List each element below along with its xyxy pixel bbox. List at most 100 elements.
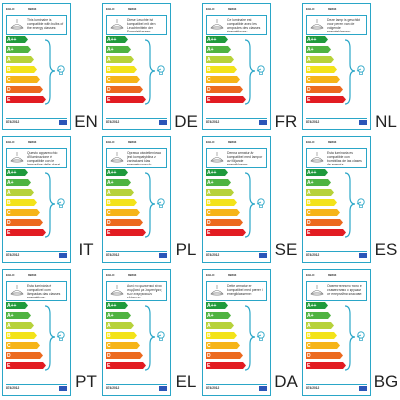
description-box: Esta luminária é compatível com lâmpadas… bbox=[6, 281, 67, 301]
eu-flag-icon bbox=[59, 386, 67, 391]
energy-class-label: A bbox=[307, 189, 311, 196]
label-header: EGLO 89833 bbox=[6, 7, 67, 14]
energy-class-label: C bbox=[107, 76, 111, 83]
energy-class-bar: A++ bbox=[106, 36, 128, 43]
energy-class-bar: A+ bbox=[306, 179, 331, 186]
energy-class-scale: A++ A+ A B C D E bbox=[206, 36, 266, 108]
energy-class-bar: A bbox=[306, 56, 334, 63]
energy-class-label: A bbox=[307, 56, 311, 63]
energy-class-scale: A++ A+ A B C D E bbox=[306, 36, 366, 108]
description-box: Αυτό το φωτιστικό είναι συμβατό με λαμπτ… bbox=[106, 281, 167, 301]
label-footer: 874/2012 bbox=[306, 251, 367, 259]
energy-class-bar: D bbox=[206, 352, 243, 359]
energy-class-bar: D bbox=[6, 86, 43, 93]
ceiling-lamp-icon bbox=[310, 285, 324, 296]
label-footer: 874/2012 bbox=[206, 251, 267, 259]
bulb-brace-icon bbox=[344, 172, 365, 238]
energy-class-label: A bbox=[307, 322, 311, 329]
energy-class-label: E bbox=[307, 362, 311, 369]
energy-class-label: E bbox=[207, 96, 211, 103]
energy-class-label: D bbox=[107, 219, 111, 226]
energy-class-bar: A++ bbox=[106, 169, 128, 176]
energy-label-card: EGLO 89833 Oprawa oświetleniowa jest kom… bbox=[102, 136, 171, 263]
energy-class-bar: A+ bbox=[206, 179, 231, 186]
energy-class-label: E bbox=[107, 96, 111, 103]
energy-class-label: B bbox=[207, 66, 211, 73]
compatibility-text: Oprawa oświetleniowa jest kompatybilna z… bbox=[127, 151, 161, 165]
ceiling-lamp-icon bbox=[10, 152, 24, 163]
eu-flag-icon bbox=[59, 120, 67, 125]
bulb-brace-icon bbox=[344, 305, 365, 371]
energy-label-cell: EGLO 89833 Ce luminaire est compatible a… bbox=[200, 0, 300, 133]
brand-name: EGLO bbox=[6, 140, 15, 144]
product-code: 89833 bbox=[128, 7, 137, 11]
language-code: SE bbox=[274, 240, 298, 259]
energy-class-label: B bbox=[7, 66, 11, 73]
energy-class-bar: A+ bbox=[106, 46, 131, 53]
energy-class-bar: A++ bbox=[206, 302, 228, 309]
compatibility-text: Esta luminaria es compatible con bombill… bbox=[327, 151, 362, 165]
energy-class-label: A++ bbox=[207, 302, 217, 309]
energy-class-bar: B bbox=[106, 332, 137, 339]
energy-class-label: D bbox=[7, 219, 11, 226]
energy-class-label: B bbox=[307, 332, 311, 339]
compatibility-text: Αυτό το φωτιστικό είναι συμβατό με λαμπτ… bbox=[127, 284, 162, 298]
energy-class-label: A+ bbox=[207, 46, 214, 53]
energy-label-card: EGLO 89833 Esta luminária é compatível c… bbox=[2, 269, 71, 396]
energy-class-bar: A+ bbox=[306, 46, 331, 53]
ceiling-lamp-icon bbox=[110, 152, 124, 163]
compatibility-text: Deze lamp is geschikt voor peren van de … bbox=[327, 18, 360, 32]
product-code: 89833 bbox=[28, 273, 37, 277]
energy-class-bar: A bbox=[6, 322, 34, 329]
energy-class-scale: A++ A+ A B C D E bbox=[6, 36, 66, 108]
energy-class-label: B bbox=[107, 199, 111, 206]
energy-class-bar: B bbox=[306, 66, 337, 73]
energy-class-bar: A bbox=[106, 322, 134, 329]
energy-class-bar: A+ bbox=[6, 312, 31, 319]
energy-class-bar: B bbox=[106, 66, 137, 73]
label-header: EGLO 89833 bbox=[206, 7, 267, 14]
energy-class-label: E bbox=[7, 362, 11, 369]
description-box: Deze lamp is geschikt voor peren van de … bbox=[306, 15, 367, 35]
energy-class-label: A++ bbox=[307, 169, 317, 176]
energy-class-label: A++ bbox=[207, 36, 217, 43]
energy-class-bar: D bbox=[206, 219, 243, 226]
energy-class-bar: C bbox=[106, 209, 140, 216]
energy-class-label: A++ bbox=[207, 169, 217, 176]
eu-flag-icon bbox=[359, 386, 367, 391]
product-code: 89833 bbox=[328, 273, 337, 277]
energy-class-label: A bbox=[7, 322, 11, 329]
energy-class-scale: A++ A+ A B C D E bbox=[306, 302, 366, 374]
energy-class-bar: A++ bbox=[306, 169, 328, 176]
bulb-brace-icon bbox=[44, 305, 65, 371]
energy-class-bar: E bbox=[206, 229, 246, 236]
energy-class-label: B bbox=[307, 66, 311, 73]
energy-class-scale: A++ A+ A B C D E bbox=[206, 169, 266, 241]
energy-class-label: B bbox=[7, 199, 11, 206]
energy-class-label: D bbox=[207, 219, 211, 226]
energy-class-label: A++ bbox=[107, 169, 117, 176]
energy-class-bar: C bbox=[206, 209, 240, 216]
energy-class-label: A bbox=[107, 56, 111, 63]
language-code: BG bbox=[373, 372, 399, 391]
brand-name: EGLO bbox=[106, 7, 115, 11]
eu-flag-icon bbox=[159, 386, 167, 391]
language-code: IT bbox=[78, 240, 94, 259]
energy-class-bar: B bbox=[206, 199, 237, 206]
label-footer: 874/2012 bbox=[206, 384, 267, 392]
label-footer: 874/2012 bbox=[6, 251, 67, 259]
energy-class-bar: D bbox=[6, 219, 43, 226]
energy-class-label: A+ bbox=[307, 46, 314, 53]
energy-class-bar: D bbox=[6, 352, 43, 359]
ceiling-lamp-icon bbox=[10, 285, 24, 296]
energy-class-bar: B bbox=[106, 199, 137, 206]
energy-class-label: C bbox=[7, 209, 11, 216]
product-code: 89833 bbox=[328, 140, 337, 144]
energy-class-scale: A++ A+ A B C D E bbox=[6, 169, 66, 241]
bulb-brace-icon bbox=[244, 39, 265, 105]
energy-class-bar: B bbox=[306, 332, 337, 339]
energy-class-bar: A++ bbox=[106, 302, 128, 309]
energy-class-label: A+ bbox=[7, 179, 14, 186]
product-code: 89833 bbox=[228, 140, 237, 144]
